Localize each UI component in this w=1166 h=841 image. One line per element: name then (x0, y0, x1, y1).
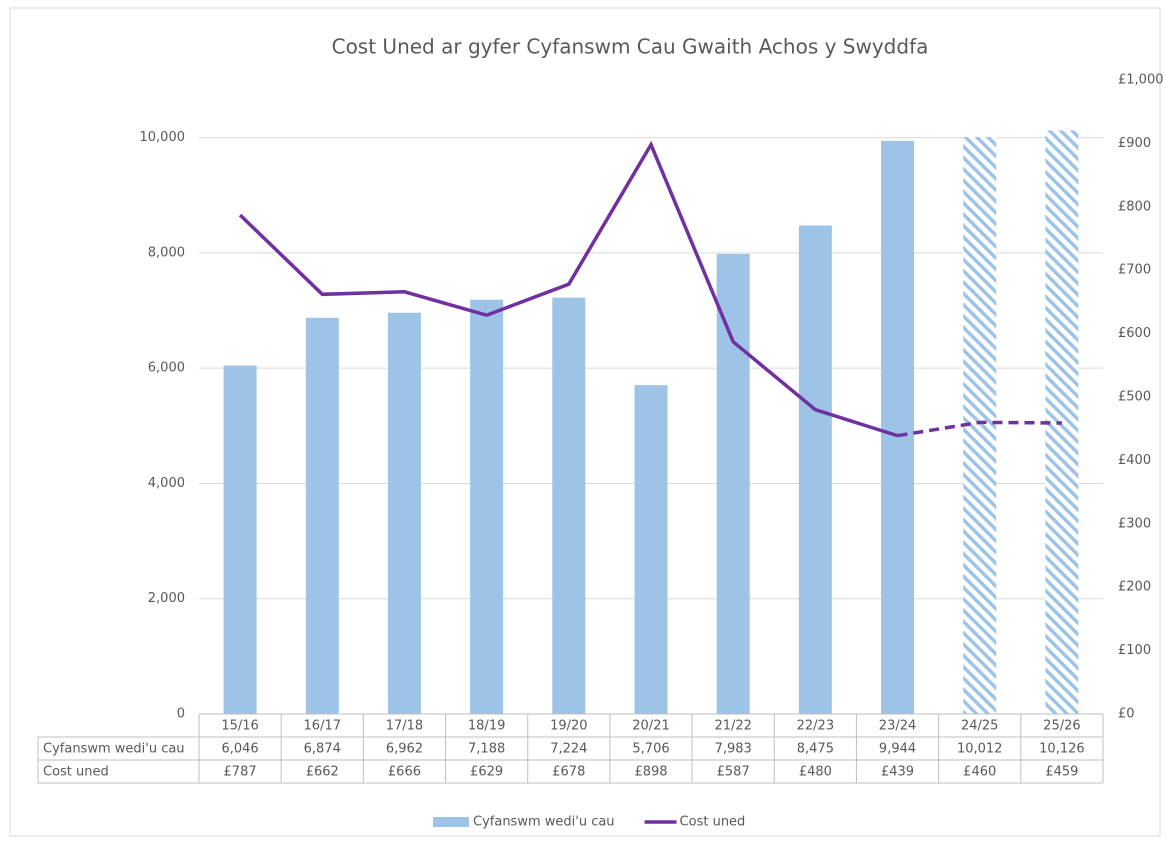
y2-tick-label: £900 (1118, 136, 1151, 151)
table-cell: 6,874 (304, 742, 341, 757)
table-cell: £898 (634, 765, 667, 780)
table-cell: 10,012 (957, 742, 1003, 757)
bar (470, 299, 504, 714)
table-cell: 10,126 (1039, 742, 1085, 757)
table-cell: 9,944 (879, 742, 916, 757)
y-tick-label: 6,000 (148, 361, 185, 376)
line (238, 140, 899, 438)
x-tick-label: 20/21 (632, 719, 669, 734)
y2-tick-label: £200 (1118, 580, 1151, 595)
bar (223, 365, 257, 714)
table-cell: £666 (388, 765, 421, 780)
bar (716, 253, 750, 714)
y2-tick-label: £1,000 (1118, 73, 1164, 88)
table-cell: £459 (1045, 765, 1078, 780)
table-cell: 6,046 (221, 742, 258, 757)
y2-tick-label: £600 (1118, 326, 1151, 341)
x-tick-label: 19/20 (550, 719, 587, 734)
table-row-label: Cost uned (43, 765, 109, 780)
x-tick-label: 25/26 (1043, 719, 1080, 734)
y2-tick-label: £400 (1118, 453, 1151, 468)
y-tick-label: 2,000 (148, 591, 185, 606)
x-tick-label: 16/17 (304, 719, 341, 734)
bar (881, 140, 915, 714)
y2-tick-label: £800 (1118, 199, 1151, 214)
y2-tick-label: £100 (1118, 643, 1151, 658)
y2-tick-label: £300 (1118, 516, 1151, 531)
table-cell: £662 (306, 765, 339, 780)
table-cell: 6,962 (386, 742, 423, 757)
legend-label: Cyfanswm wedi'u cau (473, 815, 615, 830)
table-row-label: Cyfanswm wedi'u cau (43, 742, 185, 757)
x-tick-label: 15/16 (221, 719, 258, 734)
x-tick-label: 22/23 (797, 719, 834, 734)
table-cell: £460 (963, 765, 996, 780)
y2-tick-label: £500 (1118, 390, 1151, 405)
y-tick-label: 10,000 (140, 130, 186, 145)
bar (798, 225, 832, 715)
x-tick-label: 17/18 (386, 719, 423, 734)
projected-line (897, 420, 1062, 438)
bar (552, 297, 586, 714)
table-cell: £587 (717, 765, 750, 780)
table-cell: £629 (470, 765, 503, 780)
x-tick-label: 18/19 (468, 719, 505, 734)
table-cell: £439 (881, 765, 914, 780)
x-tick-label: 23/24 (879, 719, 916, 734)
bar (305, 317, 339, 714)
table-cell: 5,706 (632, 742, 669, 757)
table-cell: 7,983 (715, 742, 752, 757)
table-cell: 8,475 (797, 742, 834, 757)
x-tick-label: 24/25 (961, 719, 998, 734)
y-tick-label: 4,000 (148, 476, 185, 491)
x-tick-label: 21/22 (714, 719, 751, 734)
y2-tick-label: £700 (1118, 263, 1151, 278)
y2-tick-label: £0 (1118, 707, 1135, 722)
y-tick-label: 8,000 (148, 245, 185, 260)
y-tick-label: 0 (177, 707, 185, 722)
bar (387, 312, 421, 714)
bar (634, 385, 668, 714)
table-cell: £480 (799, 765, 832, 780)
legend-swatch (433, 817, 469, 827)
table-cell: 7,224 (550, 742, 587, 757)
table-cell: £787 (224, 765, 257, 780)
table-cell: £678 (552, 765, 585, 780)
chart-title: Cost Uned ar gyfer Cyfanswm Cau Gwaith A… (332, 35, 929, 59)
table-cell: 7,188 (468, 742, 505, 757)
legend-label: Cost uned (680, 815, 746, 830)
